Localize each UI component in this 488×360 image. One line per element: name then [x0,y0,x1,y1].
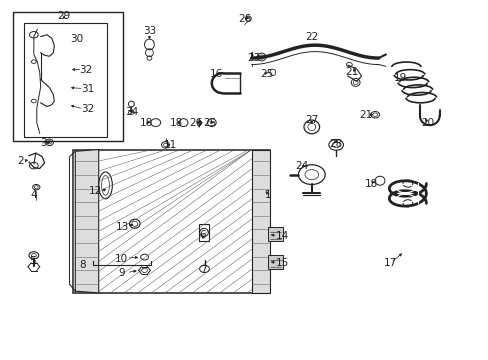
Text: 27: 27 [305,115,318,125]
Text: 3: 3 [40,138,47,148]
Text: 7: 7 [199,265,206,275]
Bar [267,255,282,269]
Text: 10: 10 [115,254,128,264]
Text: 29: 29 [58,12,71,22]
Text: 21: 21 [345,67,358,77]
Bar [13,12,122,140]
Text: 5: 5 [29,256,36,266]
Text: 25: 25 [203,118,217,128]
Text: 12: 12 [89,186,102,197]
Text: 28: 28 [329,139,342,149]
Text: 19: 19 [393,73,407,83]
Text: 25: 25 [259,69,272,79]
Text: 18: 18 [139,118,152,128]
Text: 1: 1 [264,190,271,200]
Bar [24,23,107,137]
Text: 8: 8 [79,260,86,270]
Bar [73,149,270,293]
Text: 17: 17 [384,258,397,268]
Text: 31: 31 [81,84,94,94]
Text: 15: 15 [275,258,288,268]
Text: 14: 14 [275,231,288,240]
Text: 30: 30 [70,34,82,44]
Bar [251,149,270,293]
Text: 21: 21 [358,111,371,121]
Text: 18: 18 [364,179,377,189]
Text: 24: 24 [295,161,308,171]
Text: 26: 26 [189,118,202,128]
Text: 26: 26 [237,14,251,24]
Text: 20: 20 [420,118,433,128]
Text: 32: 32 [79,64,92,75]
Text: 6: 6 [199,230,206,239]
Text: 34: 34 [124,107,138,117]
Text: 32: 32 [81,104,94,114]
Text: 22: 22 [305,32,318,41]
Text: 23: 23 [247,53,260,63]
Text: 16: 16 [210,69,223,79]
Bar [198,224,209,241]
Polygon shape [75,149,99,293]
Text: 4: 4 [30,190,37,200]
Text: 18: 18 [169,118,183,128]
Bar [267,227,282,241]
Text: 2: 2 [17,156,23,166]
Text: 33: 33 [142,26,156,36]
Text: 11: 11 [163,140,177,150]
Text: 9: 9 [118,268,124,278]
Text: 13: 13 [116,222,129,231]
